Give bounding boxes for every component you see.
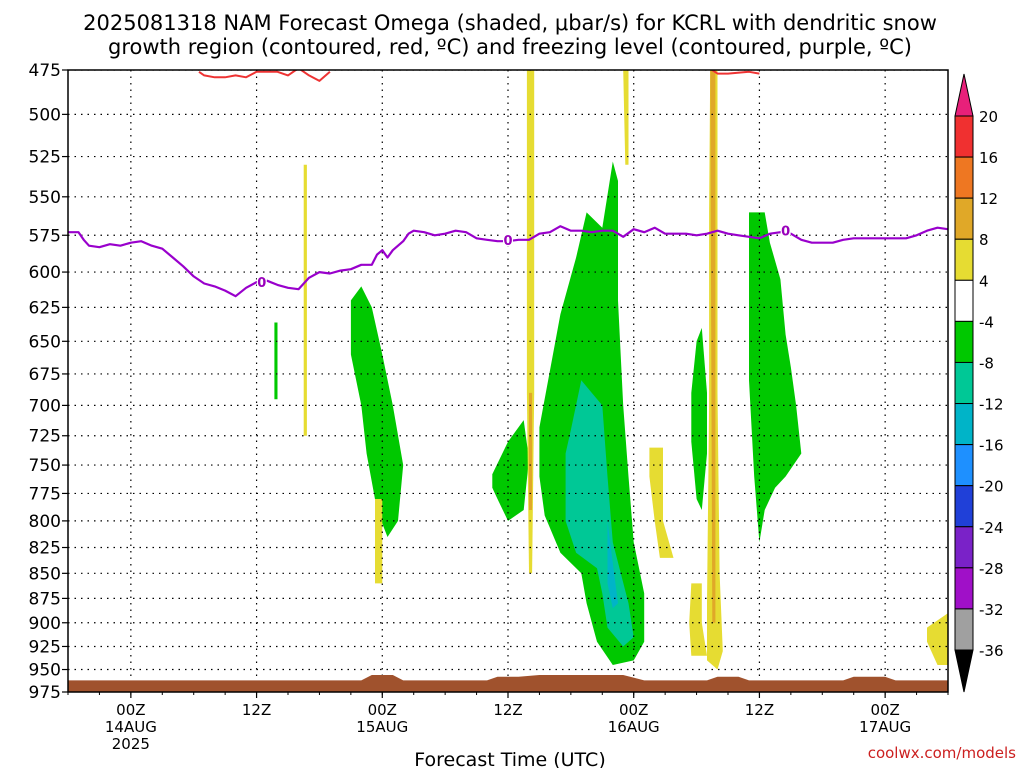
x-tick-date-label: 17AUG — [859, 718, 911, 736]
colorbar-label: 20 — [979, 108, 998, 126]
freezing-level-label: 0 — [503, 234, 512, 249]
colorbar-label: -24 — [979, 519, 1004, 537]
y-tick-label: 800 — [29, 512, 61, 532]
y-tick-label: 625 — [29, 298, 61, 318]
y-tick-label: 600 — [29, 263, 61, 283]
colorbar-band — [954, 403, 974, 446]
credit-text: coolwx.com/models — [868, 744, 1016, 762]
x-tick-label: 00Z — [870, 701, 899, 719]
y-tick-label: 575 — [29, 226, 61, 246]
x-tick-year-label: 2025 — [112, 735, 150, 753]
omega-positive-region-6 — [303, 164, 307, 436]
x-tick-label: 12Z — [493, 701, 522, 719]
freezing-label-bg — [503, 231, 513, 247]
x-tick-date-label: 14AUG — [105, 718, 157, 736]
colorbar-label: -4 — [979, 313, 994, 331]
y-tick-label: 650 — [29, 332, 61, 352]
colorbar-band — [954, 279, 974, 322]
omega-positive-region-9 — [710, 70, 716, 623]
colorbar-label: 16 — [979, 149, 998, 167]
colorbar-band — [954, 608, 974, 651]
colorbar-label: -28 — [979, 560, 1004, 578]
colorbar-band — [954, 156, 974, 199]
omega-positive-region-0 — [526, 70, 535, 574]
freezing-label-bg — [256, 274, 267, 290]
colorbar: 20 16 12 8 4 -4 -8 -12 -16 -20 -24 -28 -32 -36 — [954, 73, 1004, 693]
freezing-level-label: 0 — [257, 276, 266, 291]
colorbar-label: -12 — [979, 396, 1004, 414]
colorbar-band — [954, 444, 974, 487]
omega-positive-region-5 — [375, 499, 383, 584]
axes: 475 500 525 550 575 600 625 650 675 700 725 750 775 8… — [29, 61, 949, 753]
y-tick-label: 475 — [29, 61, 61, 81]
y-tick-label: 550 — [29, 188, 61, 208]
freezing-level-label: 0 — [781, 225, 790, 240]
x-axis-title: Forecast Time (UTC) — [414, 749, 605, 768]
omega-region-1 — [492, 420, 529, 521]
colorbar-band — [954, 238, 974, 281]
y-tick-label: 750 — [29, 456, 61, 476]
colorbar-band — [954, 361, 974, 405]
colorbar-top-arrow — [954, 73, 974, 117]
freezing-label-bg — [780, 222, 791, 238]
y-tick-label: 775 — [29, 484, 61, 504]
colorbar-band — [954, 115, 974, 158]
x-tick-date-label: 16AUG — [608, 718, 660, 736]
omega-region-3 — [565, 380, 634, 647]
y-tick-label: 725 — [29, 427, 61, 447]
terrain-shading — [68, 675, 948, 692]
dendritic-contour-1 — [711, 70, 760, 75]
y-tick-label: 900 — [29, 614, 61, 634]
y-tick-label: 875 — [29, 589, 61, 609]
omega-positive-region-8 — [529, 392, 533, 510]
colorbar-label: 12 — [979, 190, 998, 208]
y-tick-label: 925 — [29, 637, 61, 657]
x-tick-date-label: 15AUG — [356, 718, 408, 736]
plot-area: 0 0 0 — [68, 70, 948, 692]
x-tick-label: 00Z — [116, 701, 145, 719]
omega-positive-region-4 — [649, 447, 674, 558]
colorbar-label: -8 — [979, 354, 994, 372]
omega-region-5 — [749, 212, 802, 543]
x-tick-label: 00Z — [368, 701, 397, 719]
y-tick-label: 825 — [29, 539, 61, 559]
colorbar-band — [954, 320, 974, 363]
y-tick-label: 700 — [29, 396, 61, 416]
colorbar-label: -36 — [979, 642, 1004, 660]
colorbar-band — [954, 526, 974, 569]
omega-positive-region-1 — [623, 70, 629, 165]
y-tick-label: 975 — [29, 683, 61, 703]
x-tick-label: 12Z — [745, 701, 774, 719]
omega-positive-region-3 — [689, 583, 707, 656]
dendritic-contour-0 — [198, 70, 331, 82]
y-tick-label: 675 — [29, 365, 61, 385]
y-tick-label: 850 — [29, 564, 61, 584]
chart-title-line2: growth region (contoured, red, ºC) and f… — [108, 35, 912, 59]
colorbar-band — [954, 485, 974, 528]
omega-region-7 — [274, 322, 278, 400]
omega-region-4 — [607, 520, 618, 609]
colorbar-label: 8 — [979, 231, 989, 249]
omega-region-0 — [350, 286, 404, 537]
chart-title-line1: 2025081318 NAM Forecast Omega (shaded, μ… — [83, 11, 937, 35]
colorbar-label: -20 — [979, 478, 1004, 496]
colorbar-band — [954, 197, 974, 240]
x-tick-label: 12Z — [242, 701, 271, 719]
colorbar-label: -32 — [979, 601, 1004, 619]
colorbar-bottom-arrow — [954, 649, 974, 693]
y-tick-label: 950 — [29, 661, 61, 681]
x-tick-label: 00Z — [619, 701, 648, 719]
y-tick-label: 525 — [29, 148, 61, 168]
omega-region-6 — [691, 327, 707, 510]
colorbar-label: 4 — [979, 272, 989, 290]
colorbar-label: -16 — [979, 437, 1004, 455]
freezing-level-line — [68, 225, 948, 298]
y-tick-label: 500 — [29, 105, 61, 125]
omega-positive-region-7 — [927, 613, 948, 665]
colorbar-band — [954, 567, 974, 610]
